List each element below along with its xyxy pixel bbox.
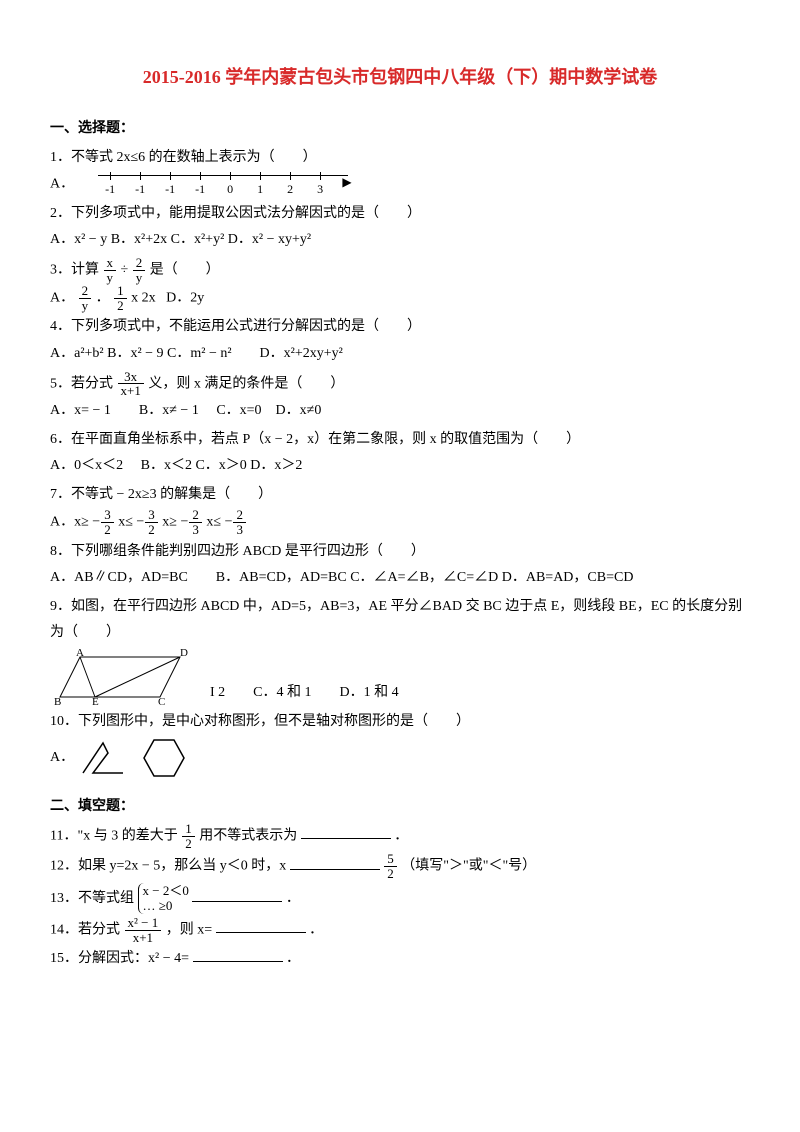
q11-prefix: 11．"x 与 3 的差大于 (50, 828, 178, 843)
section-2-heading: 二、填空题： (50, 794, 750, 821)
question-12: 12．如果 y=2x − 5，那么当 y＜0 时，x 52 （填写"＞"或"＜"… (50, 852, 750, 880)
q15-text: 15．分解因式：x² − 4= (50, 951, 189, 966)
label-A: A (76, 647, 84, 659)
question-3: 3．计算 xy ÷ 2y 是（ ） (50, 256, 750, 284)
q14-prefix: 14．若分式 (50, 922, 120, 937)
q12-prefix: 12．如果 y=2x − 5，那么当 y＜0 时，x (50, 859, 286, 874)
q11-mid: 用不等式表示为 (199, 828, 297, 843)
angle-shape-icon (78, 738, 128, 778)
frac-2-3-c: 23 (189, 508, 202, 536)
blank-field (192, 889, 282, 902)
blank-field (290, 857, 380, 870)
q15-end: ． (286, 951, 300, 966)
page-title: 2015-2016 学年内蒙古包头市包钢四中八年级（下）期中数学试卷 (50, 60, 750, 94)
frac-3-2-a: 32 (101, 508, 114, 536)
q5-suffix: 义，则 x 满足的条件是（ ） (148, 376, 344, 391)
q12-suffix: （填写"＞"或"＜"号） (401, 859, 536, 874)
fraction-2-over-y-b: 2y (79, 284, 92, 312)
question-10: 10．下列图形中，是中心对称图形，但不是轴对称图形的是（ ） (50, 709, 750, 736)
question-7: 7．不等式 − 2x≥3 的解集是（ ） (50, 482, 750, 509)
question-5: 5．若分式 3xx+1 义，则 x 满足的条件是（ ） (50, 370, 750, 398)
fraction-1-over-2: 12 (114, 284, 127, 312)
fraction-x2m1-over-xp1: x² − 1x+1 (125, 916, 162, 944)
q2-options: A．x² − y B．x²+2x C．x²+y² D．x² − xy+y² (50, 227, 750, 254)
q1-a-label: A． (50, 177, 74, 192)
q9-figure-row: A D B E C I 2 C．4 和 1 D．1 和 4 (50, 647, 750, 707)
question-15: 15．分解因式：x² − 4= ． (50, 946, 750, 973)
frac-3-2-b: 32 (145, 508, 158, 536)
blank-field (193, 949, 283, 962)
hexagon-icon (139, 736, 189, 780)
parallelogram-icon: A D B E C (50, 647, 200, 707)
label-D: D (180, 647, 188, 659)
brace-system-icon: x − 2＜0 … ≥0 (138, 883, 189, 914)
frac-5-2: 52 (384, 852, 397, 880)
frac-1-2-q11: 12 (182, 822, 195, 850)
q8-options: A．AB∥CD，AD=BC B．AB=CD，AD=BC C．∠A=∠B，∠C=∠… (50, 565, 750, 592)
q13-prefix: 13．不等式组 (50, 891, 134, 906)
question-2: 2．下列多项式中，能用提取公因式法分解因式的是（ ） (50, 201, 750, 228)
question-8: 8．下列哪组条件能判别四边形 ABCD 是平行四边形（ ） (50, 539, 750, 566)
frac-2-3-d: 23 (233, 508, 246, 536)
q6-options: A．0＜x＜2 B．x＜2 C．x＞0 D．x＞2 (50, 453, 750, 480)
question-11: 11．"x 与 3 的差大于 12 用不等式表示为 ． (50, 822, 750, 850)
question-14: 14．若分式 x² − 1x+1 ，则 x= ． (50, 916, 750, 944)
q7-options: A．x≥ −32 x≤ −32 x≥ −23 x≤ −23 (50, 508, 750, 536)
q9-options: I 2 C．4 和 1 D．1 和 4 (210, 680, 399, 707)
q13-end: ． (286, 891, 300, 906)
label-C: C (158, 696, 165, 707)
q5-prefix: 5．若分式 (50, 376, 113, 391)
q11-end: ． (394, 828, 408, 843)
fraction-2-over-y: 2y (133, 256, 146, 284)
blank-field (301, 826, 391, 839)
blank-field (216, 920, 306, 933)
q10-a-label: A． (50, 750, 74, 765)
q4-options: A．a²+b² B．x² − 9 C．m² − n² D．x²+2xy+y² (50, 341, 750, 368)
question-9: 9．如图，在平行四边形 ABCD 中，AD=5，AB=3，AE 平分∠BAD 交… (50, 594, 750, 647)
q1-option-a: A． -1 -1 -1 -1 0 1 2 3 ▶ (50, 171, 750, 198)
fraction-x-over-y: xy (104, 256, 117, 284)
q10-option-a: A． (50, 736, 750, 780)
fraction-3x-over-xplus1: 3xx+1 (118, 370, 144, 398)
question-6: 6．在平面直角坐标系中，若点 P（x − 2，x）在第二象限，则 x 的取值范围… (50, 427, 750, 454)
question-4: 4．下列多项式中，不能运用公式进行分解因式的是（ ） (50, 314, 750, 341)
label-E: E (92, 696, 99, 707)
q5-options: A．x= − 1 B．x≠ − 1 C．x=0 D．x≠0 (50, 398, 750, 425)
q3-options: A． 2y ． 12 x 2x D．2y (50, 284, 750, 312)
question-1: 1．不等式 2x≤6 的在数轴上表示为（ ） (50, 145, 750, 172)
section-1-heading: 一、选择题： (50, 116, 750, 143)
q14-end: ． (309, 922, 323, 937)
question-13: 13．不等式组 x − 2＜0 … ≥0 ． (50, 883, 750, 914)
q14-mid: ，则 x= (166, 922, 212, 937)
q3-suffix: 是（ ） (150, 262, 220, 277)
q3-prefix: 3．计算 (50, 262, 99, 277)
label-B: B (54, 696, 61, 707)
number-line-icon: -1 -1 -1 -1 0 1 2 3 ▶ (98, 175, 348, 194)
